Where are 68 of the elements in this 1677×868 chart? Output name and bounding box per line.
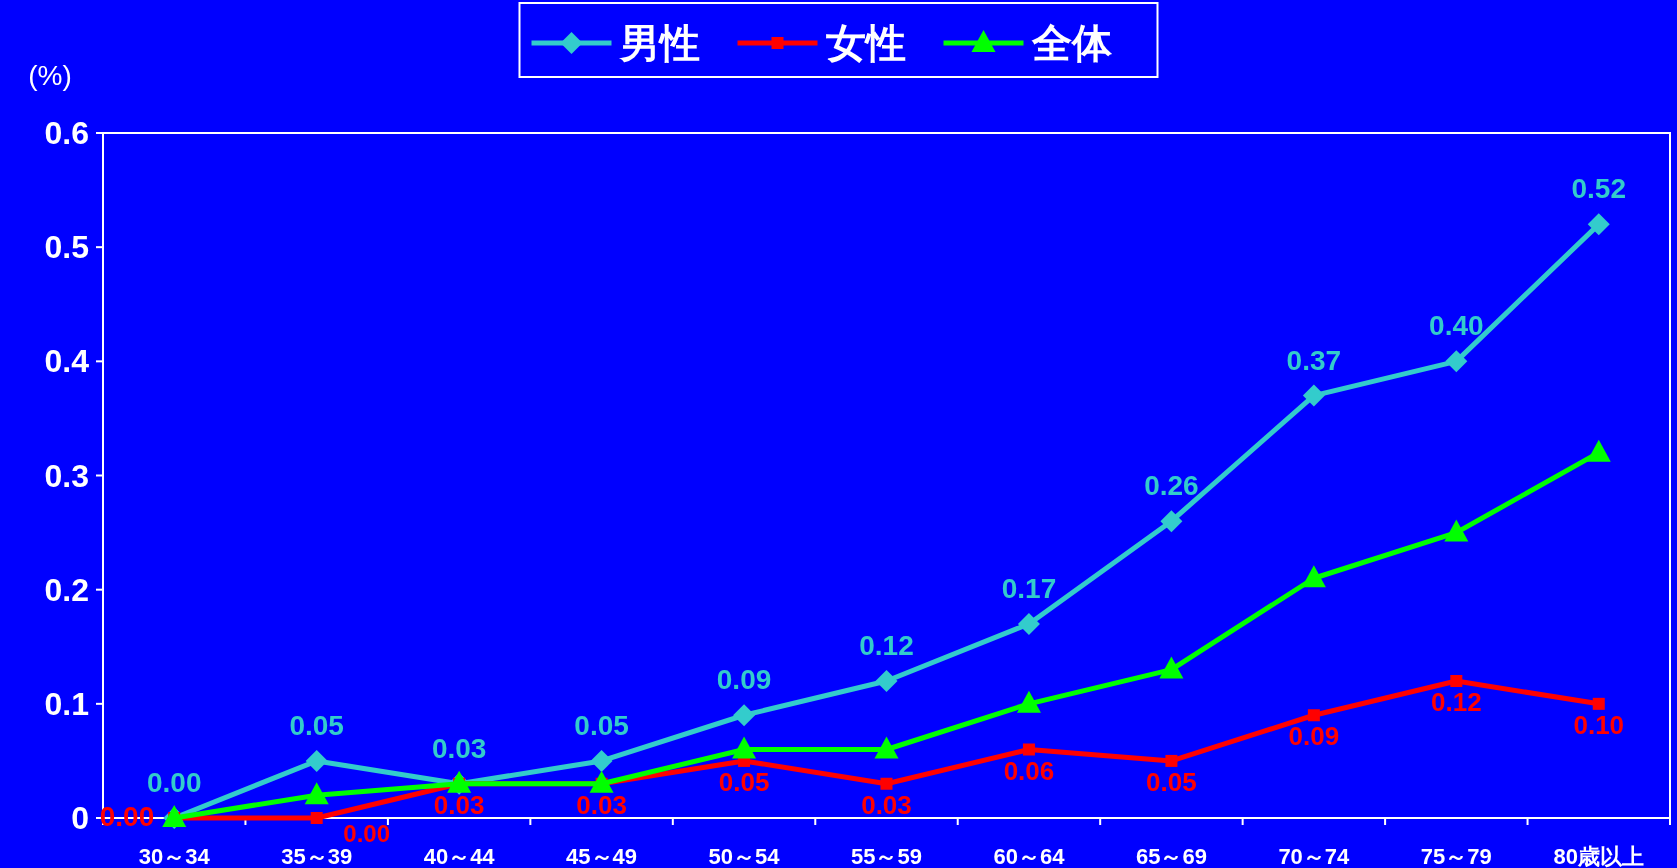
point [1444,519,1469,542]
data-label: 0.37 [1286,344,1342,376]
x-tick-label: 45～49 [566,844,638,868]
legend-label: 全体 [1030,21,1113,65]
data-label: 0.06 [1003,755,1055,786]
y-tick-label: 0.1 [44,685,89,722]
y-tick-label: 0.6 [44,115,89,151]
point [304,782,329,805]
data-label: 0.05 [574,709,629,741]
point [732,736,757,759]
y-tick-label: 0.5 [44,229,89,266]
data-label: 0.10 [1573,709,1625,740]
point [1159,656,1184,679]
point [1587,213,1610,236]
data-label: 0.03 [433,789,485,820]
point [305,749,328,772]
point [1022,743,1035,756]
x-tick-label: 30～34 [138,844,211,868]
x-tick-label: 65～69 [1135,844,1207,868]
data-label: 0.05 [1146,766,1197,797]
point [733,704,756,727]
point [310,812,323,824]
data-label: 0.00 [343,820,391,847]
point [1165,754,1178,767]
point [1307,709,1320,722]
point [875,670,898,692]
x-tick-label: 70～74 [1278,844,1351,868]
point [1017,612,1040,635]
data-label: 0.17 [1001,572,1057,604]
point [1445,350,1468,373]
point [1016,690,1041,713]
y-tick-label: 0.4 [44,343,90,380]
x-tick-label: 60～64 [993,844,1066,868]
y-axis-title: (%) [28,60,72,91]
point [589,770,614,793]
data-label: 0.40 [1429,310,1484,342]
point [1302,384,1325,407]
data-label: 0.26 [1144,470,1199,502]
point [880,777,893,790]
point [1450,675,1463,687]
data-label: 0.05 [718,766,770,797]
x-tick-label: 80歳以上 [1553,844,1645,868]
point [874,736,899,759]
point [1160,510,1183,533]
point [1592,697,1605,710]
data-label: 0.03 [861,789,912,820]
point [1586,439,1611,462]
point [590,749,613,772]
data-label: 0.00 [146,767,202,798]
legend-label: 女性 [825,21,906,65]
data-label: 0.12 [859,630,914,661]
y-tick-label: 0.2 [44,571,89,608]
data-label: 0.09 [1288,721,1340,752]
point [1301,565,1326,588]
x-tick-label: 75～79 [1420,844,1492,868]
data-label: 0.09 [716,664,772,696]
data-label: 0.03 [431,732,487,764]
x-tick-label: 55～59 [851,844,922,868]
y-tick-label: 0 [71,800,89,836]
x-tick-label: 40～44 [423,844,496,868]
y-tick-label: 0.3 [44,457,89,494]
data-label: 0.12 [1431,687,1482,717]
data-label: 0.03 [576,789,627,820]
legend-label: 男性 [618,21,700,65]
data-label: 0.05 [289,709,344,741]
x-tick-label: 50～54 [708,844,781,868]
data-label: 0.52 [1571,173,1627,205]
x-tick-label: 35～39 [281,844,353,868]
